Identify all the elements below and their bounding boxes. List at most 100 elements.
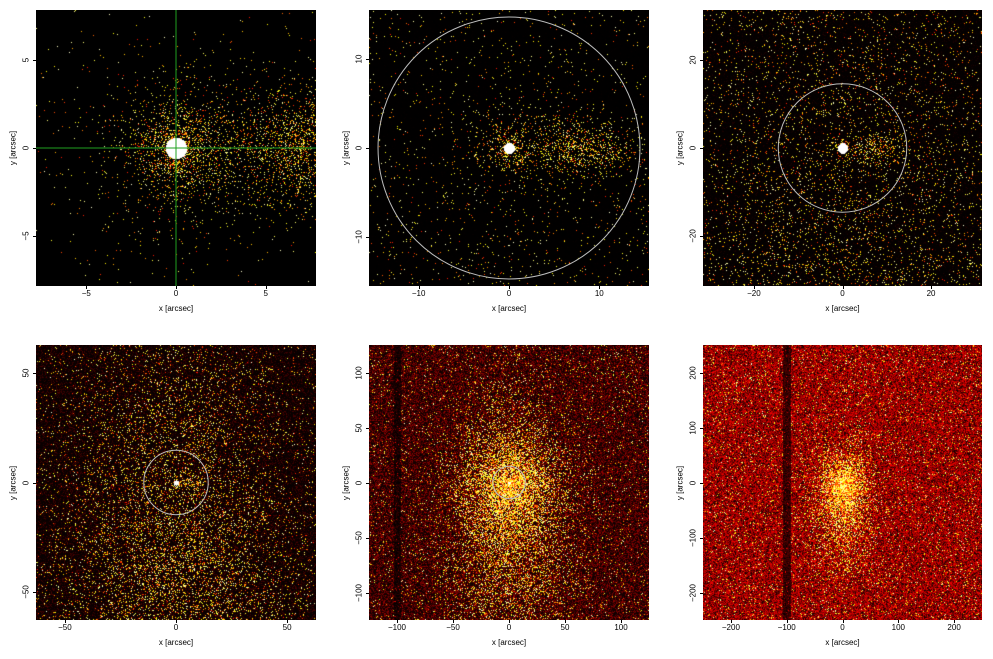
y-tick-label: 200 bbox=[688, 365, 698, 380]
y-tick-mark bbox=[700, 537, 703, 539]
y-tick-mark bbox=[33, 148, 36, 149]
y-tick-label: −20 bbox=[688, 228, 698, 243]
y-tick-label: 10 bbox=[354, 54, 364, 64]
y-tick-label: −50 bbox=[354, 530, 364, 545]
y-tick-label: 50 bbox=[354, 423, 364, 432]
extraction-circle bbox=[377, 16, 641, 280]
image-panel-3 bbox=[703, 10, 982, 286]
x-tick-label: −200 bbox=[721, 623, 740, 632]
y-axis-label: y [arcsec] bbox=[8, 130, 18, 166]
x-axis-label: x [arcsec] bbox=[491, 304, 527, 313]
x-axis-label: x [arcsec] bbox=[491, 638, 527, 647]
y-tick-mark bbox=[33, 236, 36, 238]
y-tick-mark bbox=[700, 372, 703, 374]
y-tick-mark bbox=[366, 427, 369, 429]
x-tick-label: −50 bbox=[58, 623, 72, 632]
y-axis-label: y [arcsec] bbox=[675, 130, 685, 166]
y-tick-label: −100 bbox=[688, 528, 698, 547]
y-tick-label: 0 bbox=[688, 145, 698, 151]
x-tick-mark bbox=[176, 620, 177, 623]
x-tick-label: 100 bbox=[614, 623, 628, 632]
y-tick-mark bbox=[700, 482, 703, 484]
y-tick-label: 5 bbox=[21, 57, 31, 62]
y-tick-label: 0 bbox=[21, 145, 31, 151]
x-tick-mark bbox=[786, 620, 788, 623]
x-tick-label: 10 bbox=[594, 289, 604, 298]
x-tick-label: 200 bbox=[947, 623, 961, 632]
x-tick-mark bbox=[86, 286, 88, 289]
x-axis-label: x [arcsec] bbox=[825, 304, 860, 313]
x-tick-label: −20 bbox=[747, 289, 761, 298]
xray-image bbox=[36, 345, 316, 620]
overlay bbox=[143, 449, 209, 516]
y-tick-mark bbox=[366, 372, 369, 374]
x-tick-mark bbox=[621, 620, 622, 623]
x-tick-label: 0 bbox=[173, 623, 179, 632]
y-tick-label: 20 bbox=[688, 55, 698, 65]
y-tick-label: 0 bbox=[21, 480, 31, 485]
y-tick-label: −100 bbox=[354, 583, 364, 602]
y-tick-mark bbox=[700, 148, 703, 149]
y-tick-mark bbox=[700, 235, 703, 237]
x-tick-mark bbox=[730, 620, 732, 623]
image-panel-6 bbox=[703, 345, 982, 620]
image-panel-1 bbox=[36, 10, 316, 286]
x-tick-mark bbox=[509, 620, 510, 623]
x-tick-mark bbox=[565, 620, 566, 623]
overlay bbox=[492, 465, 526, 500]
y-axis-label: y [arcsec] bbox=[341, 465, 351, 500]
y-tick-label: 100 bbox=[688, 420, 698, 435]
x-tick-label: −100 bbox=[387, 623, 407, 632]
xray-image bbox=[369, 345, 649, 620]
x-tick-label: 0 bbox=[506, 623, 512, 632]
x-tick-mark bbox=[287, 620, 289, 623]
x-tick-mark bbox=[842, 620, 844, 623]
y-tick-mark bbox=[33, 59, 36, 61]
x-tick-label: 0 bbox=[840, 623, 845, 632]
y-tick-mark bbox=[33, 591, 36, 593]
x-tick-mark bbox=[842, 286, 844, 289]
xray-image bbox=[703, 10, 982, 286]
image-panel-5 bbox=[369, 345, 649, 620]
xray-image bbox=[703, 345, 982, 620]
x-axis-label: x [arcsec] bbox=[158, 304, 194, 313]
y-tick-mark bbox=[366, 482, 369, 484]
y-tick-mark bbox=[366, 58, 369, 60]
x-tick-mark bbox=[931, 286, 933, 289]
x-tick-label: 20 bbox=[926, 289, 936, 298]
x-tick-mark bbox=[599, 286, 601, 289]
x-tick-mark bbox=[397, 620, 398, 623]
x-tick-mark bbox=[265, 286, 267, 289]
image-panel-2 bbox=[369, 10, 649, 286]
y-tick-label: 0 bbox=[354, 145, 364, 151]
extraction-circle bbox=[492, 465, 526, 500]
x-tick-label: 0 bbox=[506, 289, 512, 298]
y-tick-label: −50 bbox=[21, 584, 31, 599]
x-tick-label: −10 bbox=[411, 289, 426, 298]
y-tick-mark bbox=[366, 537, 369, 539]
x-tick-mark bbox=[753, 286, 755, 289]
y-tick-mark bbox=[33, 482, 36, 484]
x-tick-mark bbox=[64, 620, 66, 623]
x-tick-label: −5 bbox=[81, 289, 91, 298]
x-tick-label: 0 bbox=[173, 289, 179, 298]
overlay bbox=[36, 10, 316, 286]
x-tick-mark bbox=[898, 620, 900, 623]
x-axis-label: x [arcsec] bbox=[158, 638, 194, 647]
x-tick-mark bbox=[418, 286, 420, 289]
x-tick-label: 50 bbox=[282, 623, 292, 632]
x-tick-mark bbox=[954, 620, 956, 623]
extraction-circle bbox=[143, 449, 209, 516]
x-tick-label: 100 bbox=[891, 623, 905, 632]
overlay bbox=[777, 83, 908, 213]
image-panel-4 bbox=[36, 345, 316, 620]
y-tick-mark bbox=[700, 592, 703, 594]
y-tick-mark bbox=[700, 60, 703, 62]
y-tick-label: 0 bbox=[354, 480, 364, 485]
y-axis-label: y [arcsec] bbox=[341, 130, 351, 166]
y-axis-label: y [arcsec] bbox=[675, 465, 685, 500]
y-tick-mark bbox=[366, 592, 369, 594]
y-tick-label: 50 bbox=[21, 368, 31, 378]
x-tick-label: 0 bbox=[840, 289, 845, 298]
y-tick-label: 100 bbox=[354, 365, 364, 380]
